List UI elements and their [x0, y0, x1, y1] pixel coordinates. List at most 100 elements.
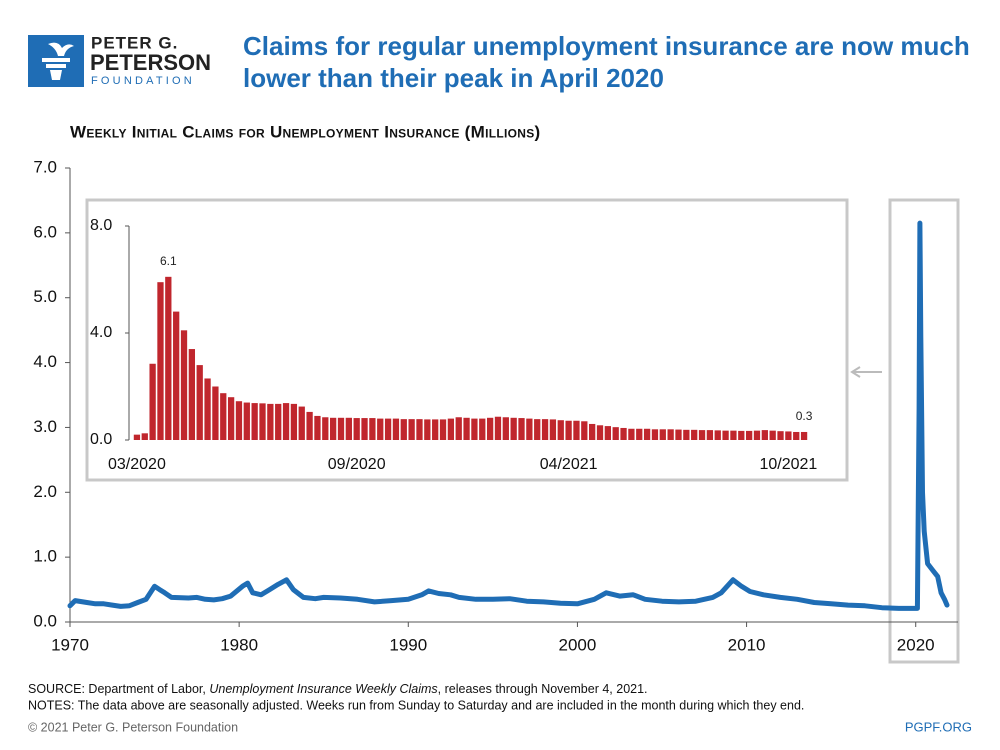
y-tick-label: 8.0 — [90, 217, 112, 234]
bar — [282, 403, 290, 440]
bar — [463, 417, 470, 440]
y-tick-label: 6.0 — [33, 222, 57, 241]
y-tick-label: 2.0 — [33, 482, 57, 501]
x-tick-label: 2010 — [728, 635, 766, 654]
main-chart: 0.0 1.0 2.0 3.0 4.0 5.0 6.0 7.0 1970 1980 1990 2000… — [33, 157, 958, 654]
bar — [353, 418, 360, 440]
bar — [643, 428, 651, 440]
bar — [581, 421, 588, 440]
bar — [212, 386, 219, 440]
y-tick-label: 1.0 — [33, 547, 57, 566]
bar — [220, 393, 227, 440]
bar — [549, 419, 557, 440]
bar — [235, 401, 243, 440]
headline: Claims for regular unemployment insuranc… — [243, 31, 970, 61]
y-tick-label: 3.0 — [33, 417, 57, 436]
x-tick-label: 1990 — [389, 635, 427, 654]
copyright: © 2021 Peter G. Peterson Foundation — [28, 720, 238, 734]
bar — [259, 403, 266, 440]
bar — [298, 406, 305, 440]
bar — [243, 402, 250, 440]
bar — [180, 330, 188, 440]
x-tick-label: 1980 — [220, 635, 258, 654]
bar — [157, 282, 164, 440]
bar — [518, 418, 525, 440]
logo-text: FOUNDATION — [91, 75, 195, 87]
logo-flame — [48, 42, 74, 56]
y-tick-label: 0.0 — [90, 431, 112, 448]
y-tick-label: 7.0 — [33, 157, 57, 176]
bar — [534, 419, 541, 440]
logo-torch — [50, 70, 62, 80]
bar — [565, 420, 572, 440]
bar — [337, 417, 345, 440]
chart-title: Weekly Initial Claims for Unemployment I… — [70, 122, 540, 141]
x-tick-label: 04/2021 — [540, 456, 598, 473]
y-tick-label: 4.0 — [33, 352, 57, 371]
inset-chart: 0.0 4.0 8.0 03/2020 6.1 09/2020 04/2021 10/2021… — [90, 217, 817, 473]
bar — [494, 416, 502, 440]
logo-text: PETER G. — [91, 33, 178, 52]
bar — [628, 428, 635, 440]
bar — [400, 419, 407, 440]
bar — [149, 363, 156, 440]
bar — [651, 429, 659, 440]
bar — [369, 418, 376, 440]
x-tick-label: 03/2020 — [108, 456, 166, 473]
value-label: 0.3 — [796, 409, 813, 423]
bar — [691, 429, 698, 440]
arrow — [850, 366, 882, 378]
bar — [589, 423, 596, 440]
source-text: Unemployment Insurance Weekly Claims — [209, 682, 437, 696]
bar — [659, 429, 666, 440]
bar — [432, 419, 439, 440]
bar — [322, 417, 329, 440]
line-series — [67, 220, 950, 611]
bar — [526, 418, 533, 440]
source: SOURCE: Department of Labor, Unemploymen… — [28, 682, 648, 696]
headline: lower than their peak in April 2020 — [243, 63, 664, 93]
source-text: SOURCE: Department of Labor, — [28, 682, 209, 696]
bar — [408, 419, 415, 440]
bar — [541, 419, 549, 440]
bar — [800, 431, 808, 440]
bar — [777, 431, 784, 440]
bar — [188, 349, 196, 440]
x-tick-label: 1970 — [51, 635, 89, 654]
bar — [722, 430, 729, 440]
bar — [314, 415, 321, 440]
bar — [502, 417, 509, 440]
bar — [227, 397, 235, 440]
bar — [604, 426, 611, 440]
bar — [486, 417, 494, 440]
bar — [738, 430, 745, 440]
bar — [345, 417, 352, 440]
bar — [573, 420, 580, 440]
bar — [330, 417, 337, 440]
bar — [675, 429, 682, 440]
bar — [620, 427, 627, 440]
bar — [384, 418, 392, 440]
bar — [753, 430, 761, 440]
bar — [455, 417, 462, 440]
bar — [361, 418, 368, 440]
logo-text: PETERSON — [90, 50, 211, 75]
bar — [290, 403, 298, 440]
bar — [793, 431, 800, 440]
bar — [377, 418, 384, 440]
bar — [392, 418, 400, 440]
y-tick-label: 4.0 — [90, 324, 112, 341]
bar — [612, 427, 619, 440]
bar — [745, 430, 753, 440]
bar — [785, 431, 792, 440]
bar — [439, 419, 447, 440]
bar — [510, 417, 517, 440]
bar — [267, 403, 274, 440]
logo-torch — [42, 58, 70, 62]
bar — [196, 365, 203, 440]
source-text: , releases through November 4, 2021. — [438, 682, 648, 696]
bar — [275, 403, 282, 440]
x-tick-label: 2000 — [559, 635, 597, 654]
highlight-box — [888, 198, 960, 664]
